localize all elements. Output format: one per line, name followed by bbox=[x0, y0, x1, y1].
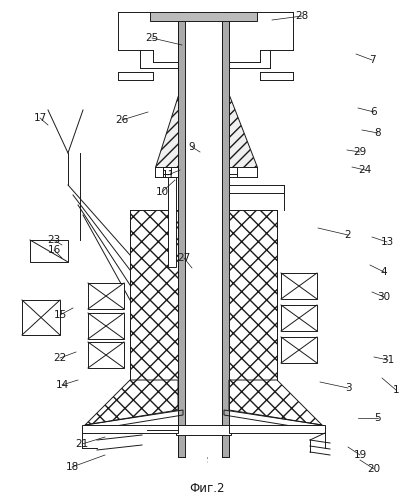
Bar bbox=[222, 12, 229, 457]
Text: 22: 22 bbox=[54, 353, 67, 363]
Text: 14: 14 bbox=[55, 380, 69, 390]
Bar bbox=[176, 425, 231, 435]
Bar bbox=[281, 337, 317, 363]
Polygon shape bbox=[229, 95, 257, 167]
Text: 15: 15 bbox=[54, 310, 67, 320]
Text: 23: 23 bbox=[47, 235, 61, 245]
Text: 1: 1 bbox=[393, 385, 399, 395]
Bar bbox=[88, 283, 124, 309]
Polygon shape bbox=[85, 380, 178, 425]
Text: 24: 24 bbox=[358, 165, 372, 175]
Text: 7: 7 bbox=[369, 55, 375, 65]
Text: Фиг.2: Фиг.2 bbox=[189, 482, 225, 496]
Text: 29: 29 bbox=[353, 147, 367, 157]
Text: 25: 25 bbox=[145, 33, 159, 43]
Bar bbox=[168, 177, 176, 267]
Bar bbox=[150, 12, 257, 21]
Bar bbox=[178, 12, 185, 457]
Text: 2: 2 bbox=[345, 230, 351, 240]
Bar bbox=[229, 425, 325, 433]
Text: 31: 31 bbox=[382, 355, 395, 365]
Text: 28: 28 bbox=[295, 11, 309, 21]
Text: 5: 5 bbox=[375, 413, 382, 423]
Text: 27: 27 bbox=[178, 253, 191, 263]
Bar bbox=[281, 305, 317, 331]
Text: 4: 4 bbox=[381, 267, 387, 277]
Bar bbox=[88, 313, 124, 339]
Text: 21: 21 bbox=[75, 439, 89, 449]
Bar bbox=[281, 273, 317, 299]
Text: 13: 13 bbox=[380, 237, 393, 247]
Text: 8: 8 bbox=[375, 128, 382, 138]
Text: 16: 16 bbox=[47, 245, 61, 255]
Text: 6: 6 bbox=[371, 107, 377, 117]
Text: 3: 3 bbox=[345, 383, 351, 393]
Text: 30: 30 bbox=[377, 292, 391, 302]
Text: 9: 9 bbox=[189, 142, 195, 152]
Bar bbox=[130, 210, 178, 380]
Polygon shape bbox=[229, 380, 322, 425]
Text: 18: 18 bbox=[66, 462, 79, 472]
Text: 10: 10 bbox=[155, 187, 169, 197]
Text: 11: 11 bbox=[162, 170, 175, 180]
Text: 26: 26 bbox=[115, 115, 129, 125]
Text: 17: 17 bbox=[33, 113, 47, 123]
Text: 20: 20 bbox=[368, 464, 381, 474]
Text: 19: 19 bbox=[353, 450, 367, 460]
Bar bbox=[22, 300, 60, 335]
Bar bbox=[229, 210, 277, 380]
Bar bbox=[229, 185, 284, 193]
Bar bbox=[185, 12, 222, 457]
Bar bbox=[82, 425, 178, 433]
Bar bbox=[88, 342, 124, 368]
Polygon shape bbox=[155, 95, 178, 167]
Bar bbox=[30, 240, 68, 262]
